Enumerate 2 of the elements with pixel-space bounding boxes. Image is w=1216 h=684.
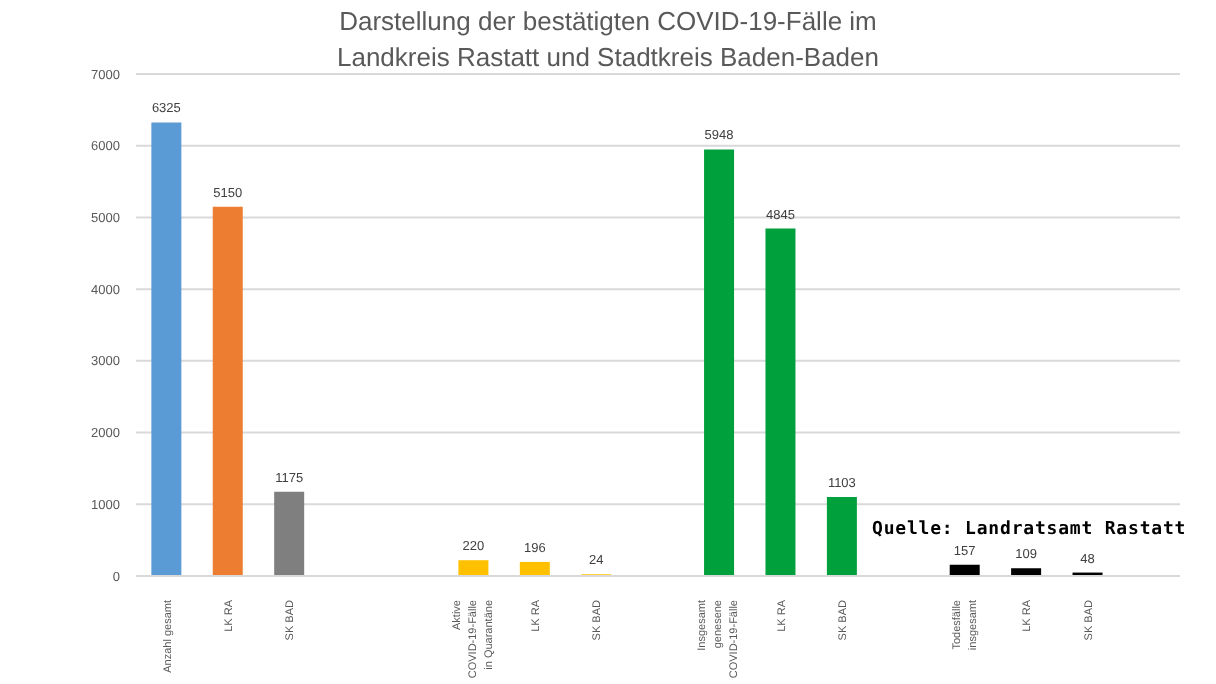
chart-title: Darstellung der bestätigten COVID-19-Fälle im Landkreis Rastatt und Stadtkreis Baden-Baden (334, 4, 881, 72)
annotation: Quelle: Landratsamt Rastatt (872, 520, 1187, 540)
